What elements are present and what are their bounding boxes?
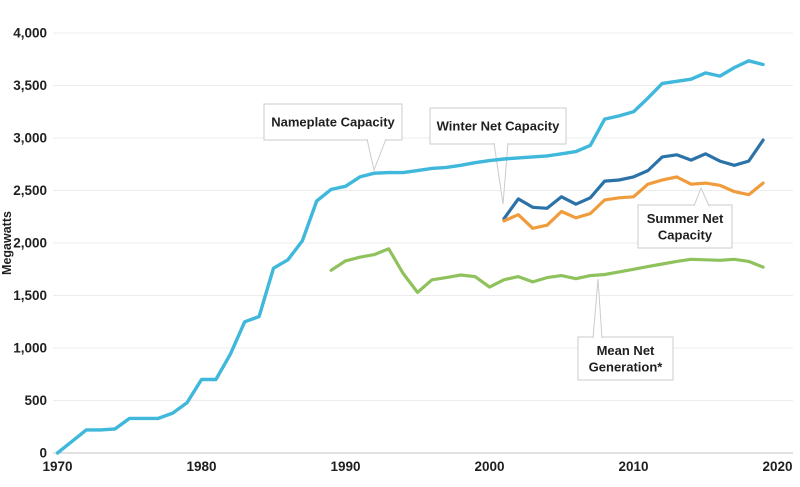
- annotation-callout: Nameplate Capacity: [263, 103, 403, 172]
- annotation-label: Winter Net Capacity: [437, 119, 560, 134]
- annotation-box: [637, 204, 733, 249]
- series-line-winter-net-capacity: [502, 138, 765, 221]
- y-tick-label: 2,500: [13, 183, 47, 198]
- series-line-nameplate-capacity: [55, 59, 765, 455]
- y-tick-label: 1,000: [13, 341, 47, 356]
- x-tick-label: 1980: [186, 459, 216, 474]
- x-tick-label: 2000: [474, 459, 504, 474]
- y-tick-label: 2,000: [13, 236, 47, 251]
- annotation-box: [577, 336, 674, 381]
- annotations-layer: Nameplate Capacity Winter Net Capacity Sum…: [263, 103, 733, 381]
- annotation-box: [263, 103, 403, 141]
- y-tick-label: 0: [39, 446, 47, 461]
- x-tick-label: 1970: [42, 459, 72, 474]
- axis-labels-layer: 0 500 1,000 1,500 2,000 2,500 3,000 3,500 4,000 1…: [13, 26, 792, 475]
- annotation-pointer: [592, 278, 603, 339]
- annotation-pointer: [366, 138, 387, 172]
- y-tick-label: 500: [24, 393, 47, 408]
- series-layer: [55, 59, 765, 455]
- annotation-pointer: [693, 186, 710, 207]
- y-tick-label: 1,500: [13, 288, 47, 303]
- annotation-label: Nameplate Capacity: [271, 115, 395, 130]
- series-line-mean-net-generation: [329, 247, 765, 294]
- series-line-summer-net-capacity: [502, 175, 765, 230]
- y-axis-title: Megawatts: [0, 211, 14, 275]
- annotation-label: Capacity: [658, 227, 713, 242]
- x-tick-label: 1990: [330, 459, 360, 474]
- y-tick-label: 3,000: [13, 131, 47, 146]
- annotation-pointer: [493, 142, 509, 205]
- gridlines-layer: [53, 32, 793, 454]
- annotation-label: Generation*: [589, 359, 664, 374]
- x-tick-label: 2010: [618, 459, 648, 474]
- annotation-label: Mean Net: [597, 343, 655, 358]
- x-tick-label: 2020: [762, 459, 792, 474]
- y-tick-label: 4,000: [13, 26, 47, 41]
- annotation-label: Summer Net: [647, 211, 724, 226]
- y-tick-label: 3,500: [13, 78, 47, 93]
